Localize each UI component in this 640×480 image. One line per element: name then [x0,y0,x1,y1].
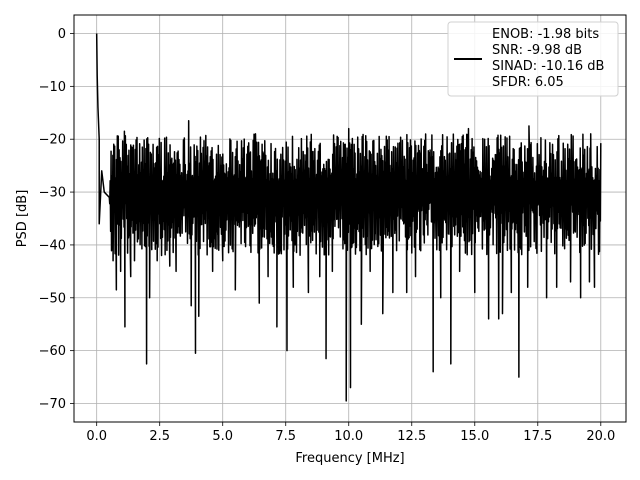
x-tick-label: 12.5 [397,429,426,444]
y-tick-label: −40 [39,238,66,253]
y-tick-label: 0 [58,27,66,42]
legend-line-snr: SNR: -9.98 dB [492,43,582,58]
plot-frame [73,14,627,423]
x-tick-label: 5.0 [212,429,233,444]
y-tick-label: −70 [39,397,66,412]
x-axis-label: Frequency [MHz] [295,451,404,466]
x-tick-label: 10.0 [334,429,363,444]
x-tick-label: 0.0 [86,429,107,444]
axis-ticks: 0.0 2.5 5.0 7.5 10.0 12.5 15.0 17.5 20.0 0 −10 −20 −… [39,27,616,444]
legend-box [447,21,619,97]
y-axis-label: PSD [dB] [15,190,30,248]
psd-series-line [95,33,602,402]
x-tick-label: 17.5 [523,429,552,444]
legend-line-sinad: SINAD: -10.16 dB [492,59,604,74]
y-tick-label: −60 [39,344,66,359]
legend-line-sfdr: SFDR: 6.05 [492,75,564,90]
x-tick-label: 20.0 [586,429,615,444]
legend-line-enob: ENOB: -1.98 bits [492,27,599,42]
legend: ENOB: -1.98 bits SNR: -9.98 dB SINAD: -1… [447,21,619,97]
x-tick-label: 2.5 [149,429,170,444]
y-tick-label: −50 [39,291,66,306]
x-tick-label: 7.5 [275,429,296,444]
x-tick-label: 15.0 [460,429,489,444]
y-tick-label: −10 [39,80,66,95]
y-tick-label: −20 [39,133,66,148]
y-tick-label: −30 [39,186,66,201]
plot-area [95,33,602,402]
